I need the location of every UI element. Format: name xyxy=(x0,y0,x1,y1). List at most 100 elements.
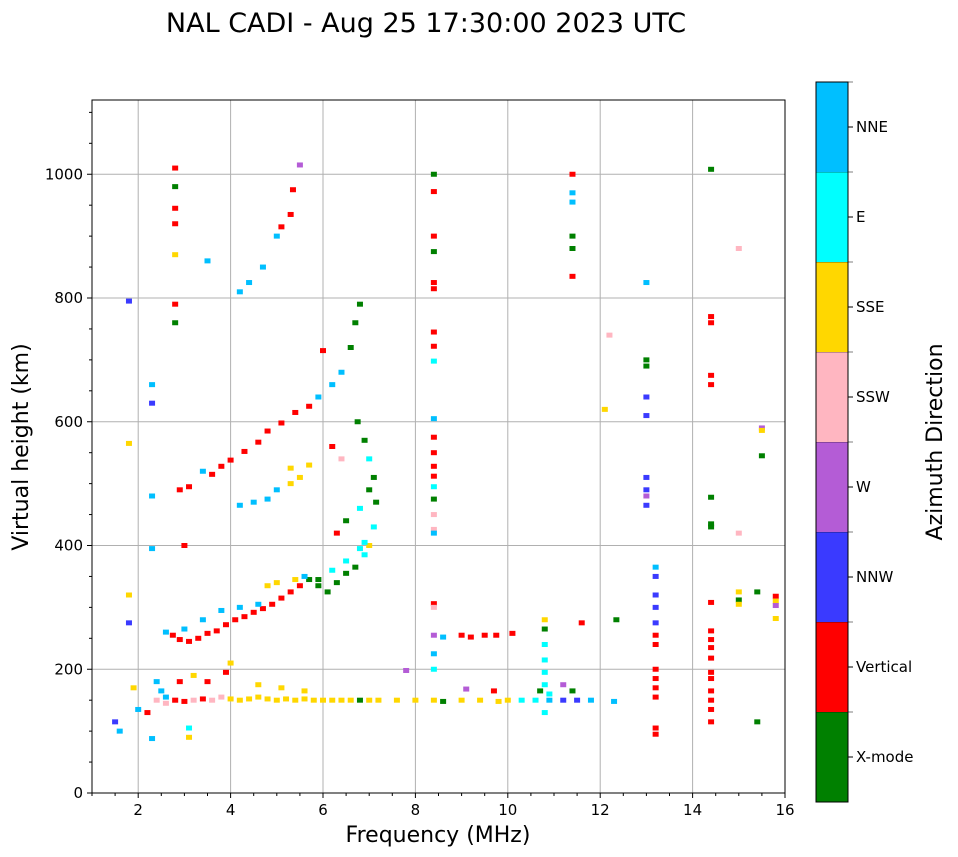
data-point xyxy=(246,696,253,702)
data-point xyxy=(735,246,742,251)
series-group xyxy=(430,171,447,672)
data-point xyxy=(347,697,354,703)
data-point xyxy=(162,629,169,635)
data-point xyxy=(477,697,484,703)
data-point xyxy=(144,710,151,716)
data-point xyxy=(172,252,179,258)
data-point xyxy=(574,697,581,703)
data-point xyxy=(204,679,211,685)
data-point xyxy=(172,205,179,211)
data-point xyxy=(546,691,553,697)
data-point xyxy=(569,190,576,196)
data-point xyxy=(541,657,548,663)
data-point xyxy=(708,372,715,378)
data-point xyxy=(430,249,437,255)
data-point xyxy=(227,696,234,702)
data-point xyxy=(352,564,359,570)
colorbar-label: Azimuth Direction xyxy=(923,343,948,540)
data-point xyxy=(772,593,779,599)
data-point xyxy=(176,679,183,685)
data-point xyxy=(158,688,165,694)
series-group xyxy=(125,162,303,626)
data-point xyxy=(758,453,765,459)
data-point xyxy=(292,577,299,583)
data-point xyxy=(652,642,659,647)
data-point xyxy=(361,539,368,545)
data-point xyxy=(125,298,132,304)
colorbar-category-label: NNE xyxy=(856,118,888,136)
data-point xyxy=(232,617,239,623)
data-point xyxy=(338,456,345,462)
series-group xyxy=(169,419,380,644)
data-point xyxy=(373,499,380,505)
data-point xyxy=(735,601,742,607)
data-point xyxy=(306,462,313,468)
data-point xyxy=(356,697,363,703)
data-point xyxy=(186,725,193,731)
data-point xyxy=(354,419,361,425)
data-point xyxy=(255,694,262,700)
data-point xyxy=(569,273,576,279)
colorbar-category-label: W xyxy=(856,478,871,496)
data-point xyxy=(652,604,659,610)
data-point xyxy=(541,710,548,716)
data-point xyxy=(296,474,303,480)
data-point xyxy=(356,546,363,552)
data-point xyxy=(430,651,437,657)
data-point xyxy=(366,543,373,548)
plot-frame xyxy=(91,99,786,794)
data-point xyxy=(176,637,183,643)
data-point xyxy=(236,697,243,703)
data-point xyxy=(541,642,548,647)
series-group xyxy=(162,487,373,635)
data-point xyxy=(222,622,229,628)
data-point xyxy=(204,630,211,636)
data-point xyxy=(578,620,585,626)
x-tick-label: 2 xyxy=(133,801,143,819)
data-point xyxy=(393,697,400,703)
data-point xyxy=(338,369,345,375)
data-point xyxy=(264,496,271,502)
data-point xyxy=(440,634,447,640)
data-point xyxy=(255,682,262,688)
data-point xyxy=(430,286,437,292)
data-point xyxy=(430,484,437,490)
data-point xyxy=(343,570,350,576)
data-point xyxy=(218,463,225,469)
data-point xyxy=(343,558,350,564)
data-point xyxy=(735,597,742,603)
data-point xyxy=(338,697,345,703)
data-point xyxy=(264,583,271,589)
data-point xyxy=(370,474,377,480)
data-point xyxy=(149,736,156,742)
data-point xyxy=(329,697,336,703)
colorbar-segment xyxy=(816,262,848,352)
data-point xyxy=(278,595,285,601)
data-point xyxy=(320,697,326,703)
data-point xyxy=(259,264,266,270)
data-point xyxy=(199,617,206,623)
data-point xyxy=(176,487,183,493)
colorbar-segment xyxy=(816,352,848,442)
grid-lines xyxy=(92,100,785,793)
data-point xyxy=(708,637,715,643)
data-point xyxy=(172,320,179,326)
data-point xyxy=(643,493,650,499)
data-point xyxy=(430,434,437,440)
y-tick-label: 400 xyxy=(54,537,83,555)
colorbar-category-label: NNW xyxy=(856,568,893,586)
colorbar-category-label: Vertical xyxy=(856,658,912,676)
data-point xyxy=(606,332,613,338)
data-point xyxy=(412,697,419,703)
data-point xyxy=(652,620,659,626)
data-point xyxy=(218,607,225,613)
data-point xyxy=(315,583,322,589)
data-point xyxy=(708,524,715,530)
colorbar-segment xyxy=(816,622,848,712)
data-point xyxy=(125,592,132,598)
x-tick-label: 6 xyxy=(318,801,328,819)
x-tick-label: 14 xyxy=(683,801,702,819)
data-point xyxy=(320,348,326,354)
data-point xyxy=(541,617,548,623)
x-tick-label: 16 xyxy=(775,801,794,819)
